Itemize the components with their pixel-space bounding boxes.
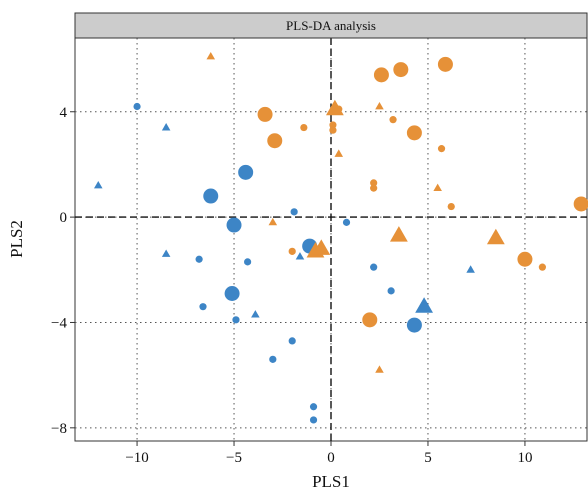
point-orange-circle: [406, 125, 422, 141]
point-orange-triangle: [389, 226, 408, 242]
point-blue-circle: [133, 102, 141, 111]
point-blue-circle: [309, 403, 318, 411]
y-axis-ticks: −8 −4 0 4: [51, 105, 75, 437]
point-orange-triangle: [375, 101, 384, 110]
point-orange-circle: [393, 62, 409, 78]
point-blue-circle: [203, 188, 219, 204]
point-blue-circle: [224, 285, 240, 301]
point-blue-circle: [269, 355, 277, 363]
point-orange-circle: [437, 145, 446, 153]
point-orange-circle: [437, 56, 453, 72]
point-blue-circle: [406, 317, 422, 333]
point-orange-circle: [538, 263, 546, 271]
point-orange-triangle: [312, 239, 331, 255]
x-axis-title: PLS1: [312, 472, 350, 491]
point-orange-circle: [329, 121, 337, 129]
point-blue-triangle: [93, 181, 103, 189]
point-orange-circle: [257, 106, 273, 122]
point-orange-triangle: [486, 228, 505, 245]
x-axis-ticks: −10 −5 0 5 10: [125, 441, 532, 466]
point-orange-circle: [267, 133, 283, 149]
y-tick-label: −4: [51, 315, 67, 331]
point-orange-circle: [288, 247, 296, 255]
y-tick-label: 0: [60, 210, 68, 226]
point-orange-circle: [329, 126, 337, 134]
point-blue-circle: [288, 337, 296, 345]
point-blue-triangle: [466, 265, 475, 273]
y-tick-label: −8: [51, 421, 67, 437]
point-blue-triangle: [415, 297, 433, 313]
point-orange-circle: [362, 312, 378, 328]
data-points: [93, 51, 588, 424]
point-orange-circle: [517, 251, 533, 267]
point-orange-circle: [300, 123, 308, 132]
point-orange-circle: [335, 105, 343, 113]
point-blue-circle: [238, 164, 254, 180]
point-orange-circle: [370, 184, 378, 192]
point-orange-circle: [373, 67, 389, 83]
x-tick-label: 0: [327, 450, 335, 466]
point-blue-circle: [232, 316, 240, 324]
x-tick-label: −5: [226, 450, 242, 466]
point-blue-circle: [195, 255, 203, 263]
point-blue-triangle: [161, 249, 171, 257]
point-blue-circle: [244, 258, 252, 266]
y-tick-label: 4: [60, 105, 68, 121]
x-tick-label: 10: [517, 450, 532, 466]
point-orange-triangle: [375, 365, 384, 373]
point-orange-circle: [389, 116, 397, 124]
point-blue-circle: [370, 263, 378, 271]
chart-title: PLS-DA analysis: [286, 18, 376, 33]
point-blue-circle: [199, 303, 207, 311]
point-blue-circle: [387, 287, 395, 295]
point-blue-triangle: [161, 123, 171, 131]
point-orange-circle: [370, 179, 378, 187]
y-axis-title: PLS2: [7, 220, 26, 258]
title-strip: [74, 12, 588, 39]
point-orange-triangle: [433, 183, 442, 192]
point-orange-circle: [573, 196, 588, 212]
point-orange-circle: [447, 202, 455, 211]
x-tick-label: 5: [424, 450, 432, 466]
point-blue-circle: [309, 416, 318, 424]
point-blue-circle: [226, 217, 242, 233]
reference-lines: [75, 38, 587, 441]
point-blue-triangle: [251, 310, 260, 318]
point-orange-triangle: [334, 149, 344, 157]
x-tick-label: −10: [125, 450, 148, 466]
point-blue-circle: [342, 218, 351, 226]
point-blue-circle: [290, 208, 298, 216]
point-orange-triangle: [206, 51, 216, 60]
point-blue-triangle: [295, 252, 305, 260]
point-orange-triangle: [268, 217, 278, 226]
